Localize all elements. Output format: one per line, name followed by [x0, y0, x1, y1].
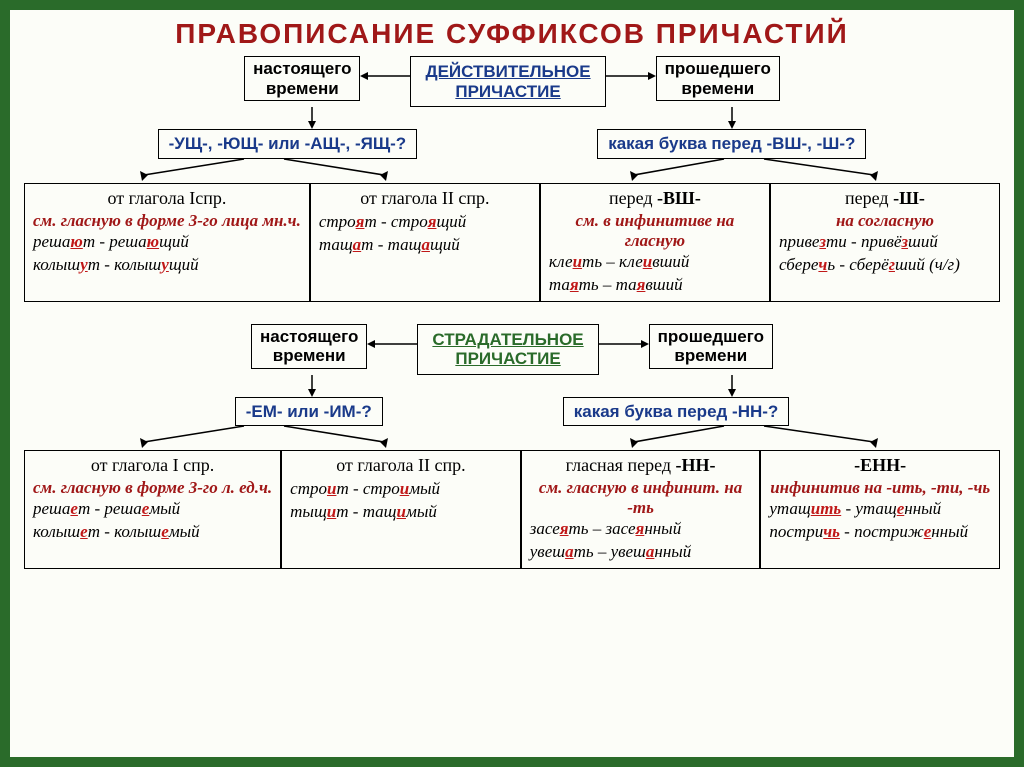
- example-line: тащат - тащащий: [319, 234, 531, 257]
- example-line: утащить - утащенный: [769, 498, 991, 521]
- example-line: решает - решаемый: [33, 498, 272, 521]
- time-box-right: прошедшеговремени: [649, 324, 773, 369]
- question-right: какая буква перед -ВШ-, -Ш-?: [597, 129, 866, 159]
- rule-cell: от глагола II спр.строят - строящийтащат…: [310, 183, 540, 302]
- rule-cell: от глагола Iспр.см. гласную в форме 3-го…: [24, 183, 310, 302]
- split-connector-icon: [24, 159, 1000, 181]
- example-line: колышут - колышущий: [33, 254, 301, 277]
- example-line: засеять – засеянный: [530, 518, 752, 541]
- connector-icon: [32, 107, 992, 129]
- example-line: строят - строящий: [319, 211, 531, 234]
- cell-note: на согласную: [779, 211, 991, 231]
- rule-cell: от глагола I спр.см. гласную в форме 3-г…: [24, 450, 281, 569]
- question-left: -УЩ-, -ЮЩ- или -АЩ-, -ЯЩ-?: [158, 129, 418, 159]
- example-line: постричь - постриженный: [769, 521, 991, 544]
- question-right: какая буква перед -НН-?: [563, 397, 790, 427]
- example-line: клеить – клеивший: [549, 251, 761, 274]
- arrow-left-icon: [360, 56, 410, 96]
- connector-icon: [32, 375, 992, 397]
- example-line: колышет - колышемый: [33, 521, 272, 544]
- cell-header: перед -ВШ-: [549, 188, 761, 209]
- arrow-left-icon: [367, 324, 417, 364]
- cell-header: от глагола I спр.: [33, 455, 272, 476]
- time-box-right: прошедшеговремени: [656, 56, 780, 101]
- cell-note: см. гласную в форме 3-го л. ед.ч.: [33, 478, 272, 498]
- example-line: решают - решающий: [33, 231, 301, 254]
- page-title: ПРАВОПИСАНИЕ СУФФИКСОВ ПРИЧАСТИЙ: [24, 18, 1000, 50]
- cell-note: см. гласную в форме 3-го лица мн.ч.: [33, 211, 301, 231]
- rule-cell: перед -Ш-на согласнуюпривезти - привёзши…: [770, 183, 1000, 302]
- cell-header: -ЕНН-: [769, 455, 991, 476]
- example-line: привезти - привёзший: [779, 231, 991, 254]
- cell-note: инфинитив на -ить, -ти, -чь: [769, 478, 991, 498]
- time-box-left: настоящеговремени: [244, 56, 360, 101]
- cell-header: перед -Ш-: [779, 188, 991, 209]
- question-left: -ЕМ- или -ИМ-?: [235, 397, 383, 427]
- time-box-left: настоящеговремени: [251, 324, 367, 369]
- cell-note: см. в инфинитиве на гласную: [549, 211, 761, 251]
- arrow-right-icon: [606, 56, 656, 96]
- cell-header: от глагола II спр.: [319, 188, 531, 209]
- arrow-right-icon: [599, 324, 649, 364]
- cell-header: от глагола II спр.: [290, 455, 512, 476]
- participle-heading: ДЕЙСТВИТЕЛЬНОЕПРИЧАСТИЕ: [410, 56, 605, 107]
- cell-note: см. гласную в инфинит. на -ть: [530, 478, 752, 518]
- cell-header: от глагола Iспр.: [33, 188, 301, 209]
- example-line: увешать – увешанный: [530, 541, 752, 564]
- example-line: таять – таявший: [549, 274, 761, 297]
- rule-cell: -ЕНН-инфинитив на -ить, -ти, -чьутащить …: [760, 450, 1000, 569]
- rule-cell: перед -ВШ-см. в инфинитиве на гласнуюкле…: [540, 183, 770, 302]
- rule-cell: гласная перед -НН-см. гласную в инфинит.…: [521, 450, 761, 569]
- example-line: строит - строимый: [290, 478, 512, 501]
- example-line: сберечь - сберёгший (ч/г): [779, 254, 991, 277]
- split-connector-icon: [24, 426, 1000, 448]
- rule-cell: от глагола II спр.строит - строимыйтыщит…: [281, 450, 521, 569]
- example-line: тыщит - тащимый: [290, 501, 512, 524]
- participle-heading: СТРАДАТЕЛЬНОЕПРИЧАСТИЕ: [417, 324, 598, 375]
- cell-header: гласная перед -НН-: [530, 455, 752, 476]
